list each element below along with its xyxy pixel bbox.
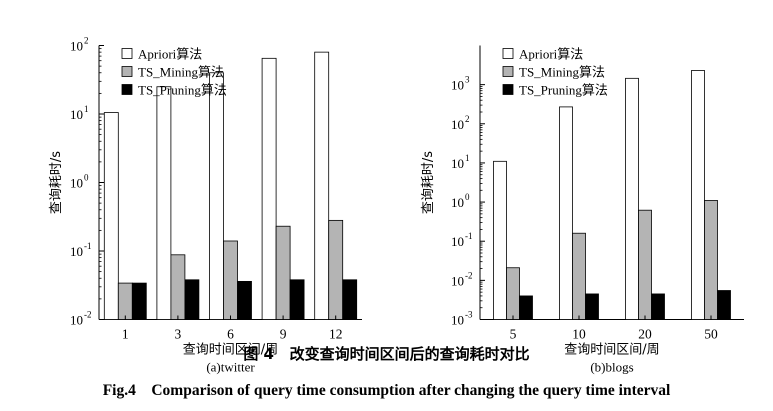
bar xyxy=(717,290,731,320)
bar xyxy=(342,279,358,320)
bar xyxy=(170,254,186,320)
y-tick-exponent: 3 xyxy=(465,75,470,85)
y-tick-label: 10 xyxy=(70,176,83,191)
bar xyxy=(638,209,652,320)
y-tick-label: 10 xyxy=(70,313,83,328)
legend-swatch xyxy=(121,66,133,77)
caption-en: Fig.4 Comparison of query time consumpti… xyxy=(0,382,773,400)
x-tick-label: 5 xyxy=(510,327,517,342)
bar xyxy=(131,282,147,320)
bar xyxy=(704,200,718,320)
bar xyxy=(275,225,291,320)
bar xyxy=(625,77,639,320)
y-tick-exponent: 1 xyxy=(84,104,89,114)
y-tick-exponent: -1 xyxy=(465,231,473,241)
legend-swatch xyxy=(502,48,514,59)
y-tick-exponent: 0 xyxy=(465,192,470,202)
bar xyxy=(314,51,330,320)
bar xyxy=(572,232,586,320)
bar xyxy=(103,112,119,320)
x-tick-label: 50 xyxy=(704,327,718,342)
y-axis-label: 查询耗时/s xyxy=(421,151,436,214)
y-tick-label: 10 xyxy=(70,244,83,259)
bar xyxy=(559,106,573,320)
x-tick-label: 20 xyxy=(638,327,652,342)
legend-swatch xyxy=(121,48,133,59)
y-tick-exponent: -2 xyxy=(465,270,473,280)
y-tick-exponent: 2 xyxy=(465,114,470,124)
y-tick-label: 10 xyxy=(451,78,464,93)
legend-entry: Apriori算法 xyxy=(519,47,583,62)
y-tick-exponent: -1 xyxy=(84,241,92,251)
bar xyxy=(493,160,507,320)
bar xyxy=(328,219,344,320)
legend-swatch xyxy=(121,84,133,95)
y-tick-label: 10 xyxy=(451,117,464,132)
bar xyxy=(289,279,305,320)
caption-en-text: Comparison of query time consumption aft… xyxy=(151,382,671,399)
x-tick-label: 1 xyxy=(122,327,129,342)
y-tick-exponent: 0 xyxy=(84,173,89,183)
legend-entry: TS_Mining算法 xyxy=(519,65,605,80)
x-tick-label: 9 xyxy=(280,327,287,342)
legend-swatch xyxy=(502,84,514,95)
x-tick-label: 12 xyxy=(329,327,343,342)
y-tick-exponent: 2 xyxy=(84,36,89,46)
caption-cn: 图 4 改变查询时间区间后的查询耗时对比 xyxy=(0,343,773,364)
y-axis-label: 查询耗时/s xyxy=(49,151,64,214)
legend-swatch xyxy=(502,66,514,77)
legend-entry: TS_Pruning算法 xyxy=(138,83,227,98)
caption-en-label: Fig.4 xyxy=(102,382,136,399)
y-tick-label: 10 xyxy=(451,195,464,210)
x-tick-label: 10 xyxy=(572,327,586,342)
chart-subtitle: (b)blogs xyxy=(590,360,633,375)
legend-entry: Apriori算法 xyxy=(138,47,202,62)
y-tick-label: 10 xyxy=(451,313,464,328)
chart-subtitle: (a)twitter xyxy=(206,360,255,375)
bar xyxy=(691,70,705,320)
bar xyxy=(585,293,599,320)
y-tick-label: 10 xyxy=(70,107,83,122)
x-axis-label: 查询时间区间/周 xyxy=(183,343,278,358)
y-tick-exponent: -2 xyxy=(84,310,92,320)
bar xyxy=(237,280,252,320)
legend-entry: TS_Pruning算法 xyxy=(519,83,608,98)
legend-entry: TS_Mining算法 xyxy=(138,65,224,80)
y-tick-label: 10 xyxy=(451,234,464,249)
bar xyxy=(209,72,224,320)
chart-blogs: 10 -310 -210 -110 010 110 210 35 10 20 50查询时间区间/周(… xyxy=(421,45,744,375)
bar xyxy=(261,57,277,320)
bar xyxy=(184,279,200,320)
y-tick-label: 10 xyxy=(70,39,83,54)
bar xyxy=(223,240,238,320)
y-tick-label: 10 xyxy=(451,156,464,171)
x-axis-label: 查询时间区间/周 xyxy=(564,343,659,358)
bar xyxy=(519,295,533,320)
caption-cn-label: 图 4 xyxy=(243,345,274,363)
y-tick-exponent: 1 xyxy=(465,153,470,163)
x-tick-label: 3 xyxy=(175,327,182,342)
bar xyxy=(506,267,520,320)
bar xyxy=(156,86,172,320)
chart-twitter: 10 -210 -110 010 110 21 3 6 9 12查询时间区间/周(a)twitte… xyxy=(49,36,362,375)
bar xyxy=(117,282,133,320)
x-tick-label: 6 xyxy=(227,327,234,342)
bar xyxy=(651,293,665,320)
y-tick-exponent: -3 xyxy=(465,310,473,320)
y-tick-label: 10 xyxy=(451,273,464,288)
caption-cn-text: 改变查询时间区间后的查询耗时对比 xyxy=(289,345,530,363)
